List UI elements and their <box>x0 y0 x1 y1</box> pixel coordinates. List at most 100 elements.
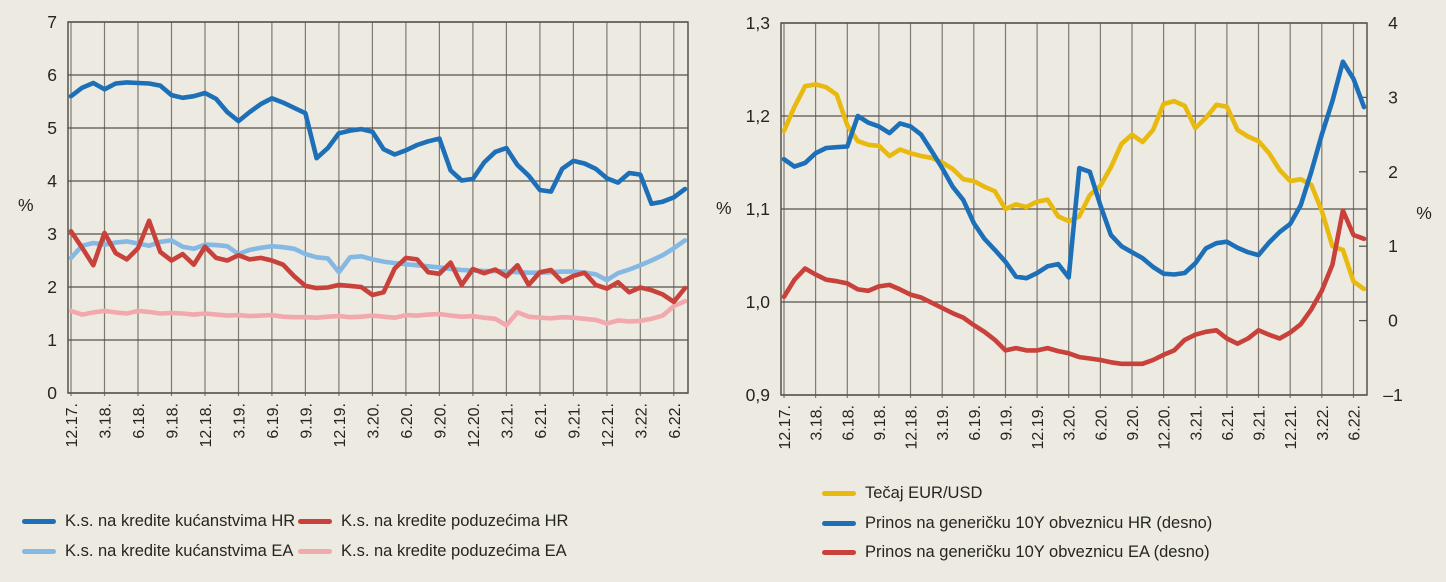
y2-axis-tick-label: –1 <box>1383 385 1402 405</box>
y-axis-tick-label: 1,2 <box>746 106 770 126</box>
loan-rates-chart: 0 1 2 3 4 5 6 7 12.17. 3.18. 6.18. 9.18. 12.18. 3.19.… <box>18 12 689 447</box>
plot-border <box>67 21 689 394</box>
x-axis-tick-label: 6.21. <box>1220 405 1237 441</box>
x-axis-tick-label: 6.20. <box>1093 405 1110 441</box>
x-axis-tick-label: 6.21. <box>533 403 550 439</box>
fx-bond-chart: 0,9 1,0 1,1 1,2 1,3 –1 0 1 2 3 4 12.17. 3.18. 6.18. 9.… <box>716 13 1432 449</box>
series-line <box>781 208 1367 367</box>
x-axis-tick-label: 3.20. <box>365 403 382 439</box>
horizontal-gridlines <box>68 21 688 394</box>
x-axis-tick-label: 9.21. <box>1252 405 1269 441</box>
x-axis-tick-label: 12.17. <box>64 403 81 447</box>
x-axis-tick-label: 6.19. <box>265 403 282 439</box>
legend-item: K.s. na kredite poduzećima EA <box>298 542 568 561</box>
legend-label: K.s. na kredite kućanstvima EA <box>65 541 294 560</box>
x-axis-tick-label: 3.18. <box>98 403 115 439</box>
x-axis-tick-label: 6.19. <box>967 405 984 441</box>
line-swatch <box>822 520 856 526</box>
x-axis-tick-label: 3.19. <box>935 405 952 441</box>
x-axis-tick-label: 9.19. <box>999 405 1016 441</box>
line-swatch <box>298 548 332 554</box>
axis-unit-label: % <box>18 195 34 215</box>
legend-label: K.s. na kredite kućanstvima HR <box>65 511 296 530</box>
legend-right: Tečaj EUR/USD Prinos na generičku 10Y ob… <box>822 479 1212 568</box>
x-axis-tick-label: 6.18. <box>840 405 857 441</box>
x-axis-tick-label: 3.21. <box>499 403 516 439</box>
legend-label: K.s. na kredite poduzećima EA <box>341 541 567 560</box>
y2-axis-tick-label: 1 <box>1388 236 1398 256</box>
x-axis-tick-label: 12.21. <box>1283 405 1300 449</box>
series-line <box>68 298 688 328</box>
y-axis-tick-label: 0,9 <box>746 385 770 405</box>
legend-item: Prinos na generičku 10Y obveznicu EA (de… <box>822 543 1212 562</box>
y-axis-tick-label: 1,1 <box>746 199 770 219</box>
line-swatch <box>298 518 332 524</box>
y-axis-tick-label: 1,3 <box>746 13 770 33</box>
x-axis-tick-label: 3.22. <box>633 403 650 439</box>
y-axis-tick-label: 1 <box>47 330 57 350</box>
series-line <box>781 82 1367 292</box>
x-axis-tick-label: 6.22. <box>667 403 684 439</box>
y-axis-tick-label: 1,0 <box>746 292 771 312</box>
x-axis-tick-label: 12.17. <box>777 405 794 449</box>
legend-item: Prinos na generičku 10Y obveznicu HR (de… <box>822 514 1212 533</box>
x-axis-tick-label: 12.19. <box>1030 405 1047 449</box>
line-swatch <box>22 548 56 554</box>
x-axis-tick-label: 6.20. <box>399 403 416 439</box>
y-axis-tick-label: 6 <box>47 65 57 85</box>
x-axis-tick-label: 12.20. <box>1157 405 1174 449</box>
axis-unit-label: % <box>1416 203 1432 223</box>
x-axis-tick-label: 12.20. <box>466 403 483 447</box>
x-axis-tick-label: 6.18. <box>131 403 148 439</box>
line-swatch <box>822 491 856 497</box>
plot-border <box>780 22 1368 396</box>
x-axis-tick-label: 3.20. <box>1062 405 1079 441</box>
x-axis-tick-label: 6.22. <box>1347 405 1364 441</box>
y-axis-tick-label: 5 <box>47 118 57 138</box>
series-line <box>68 80 688 207</box>
x-axis-tick-label: 9.21. <box>566 403 583 439</box>
fx-and-bond-yields-plot: 0,9 1,0 1,1 1,2 1,3 –1 0 1 2 3 4 12.17. 3.18. 6.18. 9.… <box>716 13 1432 449</box>
x-axis-tick-label: 12.18. <box>198 403 215 447</box>
x-axis-tick-label: 9.18. <box>872 405 889 441</box>
y-axis-tick-label: 2 <box>47 277 57 297</box>
y-axis-tick-label: 4 <box>47 171 57 191</box>
x-axis-tick-label: 3.21. <box>1188 405 1205 441</box>
legend-item: K.s. na kredite kućanstvima HR <box>22 512 298 531</box>
line-swatch <box>22 518 56 524</box>
legend-item: K.s. na kredite poduzećima HR <box>298 512 568 531</box>
x-axis-tick-label: 3.22. <box>1315 405 1332 441</box>
legend-label: Tečaj EUR/USD <box>865 484 983 503</box>
x-axis-tick-label: 12.19. <box>332 403 349 447</box>
y-axis-tick-label: 7 <box>47 12 57 32</box>
x-axis-tick-label: 9.19. <box>298 403 315 439</box>
x-axis-tick-label: 12.21. <box>600 403 617 447</box>
legend-left: K.s. na kredite kućanstvima HR K.s. na k… <box>22 506 568 566</box>
series-line <box>68 218 688 305</box>
axis-unit-label: % <box>716 198 732 218</box>
legend-label: Prinos na generičku 10Y obveznicu EA (de… <box>865 543 1210 562</box>
x-axis-tick-label: 9.20. <box>1125 405 1142 441</box>
y2-axis-tick-label: 2 <box>1388 162 1398 182</box>
legend-label: K.s. na kredite poduzećima HR <box>341 511 569 530</box>
x-axis-tick-label: 3.19. <box>232 403 249 439</box>
x-axis-tick-label: 12.18. <box>904 405 921 449</box>
x-axis-tick-label: 9.18. <box>165 403 182 439</box>
y2-axis-tick-label: 3 <box>1388 87 1398 107</box>
legend-item: Tečaj EUR/USD <box>822 484 1212 503</box>
series-line <box>68 238 688 283</box>
vertical-gridlines <box>783 23 1355 398</box>
line-swatch <box>822 550 856 556</box>
legend-label: Prinos na generičku 10Y obveznicu HR (de… <box>865 513 1213 532</box>
x-axis-tick-label: 9.20. <box>432 403 449 439</box>
legend-item: K.s. na kredite kućanstvima EA <box>22 542 298 561</box>
y-axis-tick-label: 3 <box>47 224 57 244</box>
vertical-gridlines <box>70 22 675 396</box>
y-axis-tick-label: 0 <box>47 383 57 403</box>
y2-axis-tick-label: 4 <box>1388 13 1398 33</box>
y2-axis-tick-label: 0 <box>1388 311 1398 331</box>
loan-interest-rates-plot: 0 1 2 3 4 5 6 7 12.17. 3.18. 6.18. 9.18. 12.18. 3.19.… <box>18 12 689 447</box>
x-axis-tick-label: 3.18. <box>809 405 826 441</box>
series-line <box>781 59 1367 281</box>
